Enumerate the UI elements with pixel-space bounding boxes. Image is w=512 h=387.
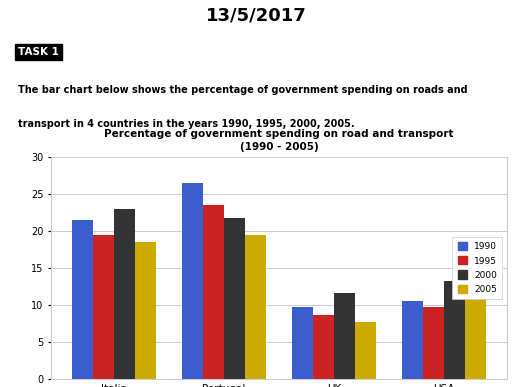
Bar	[135, 242, 156, 379]
Text: The bar chart below shows the percentage of government spending on roads and: The bar chart below shows the percentage…	[18, 85, 467, 95]
Bar	[334, 293, 355, 379]
Bar	[72, 220, 93, 379]
Bar	[182, 183, 203, 379]
Bar	[292, 307, 313, 379]
Bar	[355, 322, 376, 379]
Bar	[402, 301, 423, 379]
Bar	[224, 217, 245, 379]
Legend: 1990, 1995, 2000, 2005: 1990, 1995, 2000, 2005	[452, 237, 502, 299]
Bar	[245, 235, 266, 379]
Bar	[444, 281, 465, 379]
Bar	[423, 307, 444, 379]
Bar	[313, 315, 334, 379]
Bar	[93, 235, 114, 379]
Bar	[114, 209, 135, 379]
Text: 13/5/2017: 13/5/2017	[206, 6, 306, 24]
Bar	[465, 270, 486, 379]
Bar	[203, 205, 224, 379]
Title: Percentage of government spending on road and transport
(1990 - 2005): Percentage of government spending on roa…	[104, 128, 454, 152]
Text: TASK 1: TASK 1	[18, 47, 59, 57]
Text: transport in 4 countries in the years 1990, 1995, 2000, 2005.: transport in 4 countries in the years 19…	[18, 119, 354, 129]
